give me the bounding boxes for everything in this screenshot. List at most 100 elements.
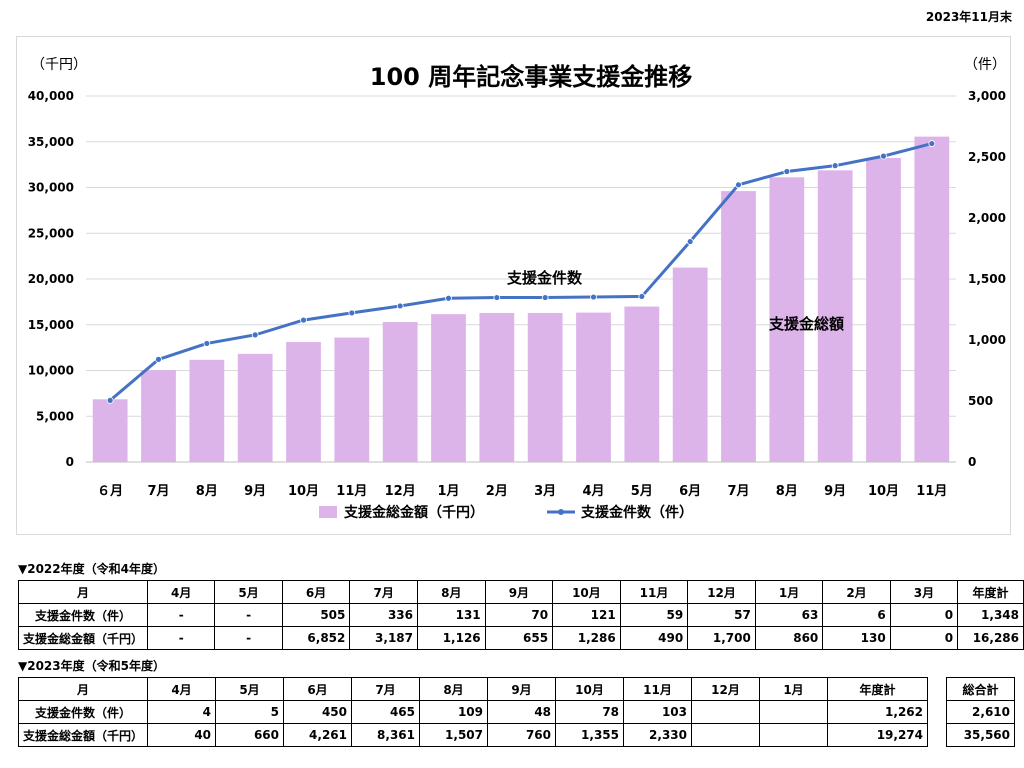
table-header-cell: 8月: [419, 677, 489, 701]
x-tick-label: 8月: [196, 484, 218, 499]
table-cell: 2,330: [623, 723, 693, 747]
table-row: 2,610: [946, 700, 1015, 724]
table-cell: [759, 700, 829, 724]
bar: [189, 359, 225, 462]
x-tick-label: 11月: [916, 484, 947, 499]
table-header-cell: 年度計: [957, 580, 1024, 604]
x-tick-label: 6月: [679, 484, 701, 499]
table-cell: 6,852: [281, 626, 351, 650]
legend-line-label: 支援金件数（件）: [580, 504, 693, 521]
bar: [92, 399, 128, 462]
bar: [576, 312, 611, 462]
count-point: [541, 294, 549, 301]
table-cell: 48: [487, 700, 557, 724]
table-cell: -: [214, 626, 283, 650]
table-cell: 19,274: [827, 723, 929, 747]
table-cell: 465: [351, 700, 421, 724]
left-tick-label: 25,000: [28, 226, 74, 240]
fy2022-label: ▼2022年度（令和4年度）: [18, 562, 165, 576]
table-header-cell: 10月: [555, 677, 625, 701]
x-tick-label: 2月: [486, 484, 508, 499]
right-tick-label: 2,000: [968, 211, 1006, 225]
table-header-cell: 1月: [754, 580, 824, 604]
table-header-cell: 3月: [889, 580, 959, 604]
bar: [624, 306, 660, 462]
table-header-cell: 7月: [349, 580, 419, 604]
right-tick-label: 2,500: [968, 150, 1006, 164]
left-tick-label: 10,000: [28, 364, 74, 378]
legend-bar-label: 支援金総金額（千円）: [343, 504, 484, 521]
table-cell: [759, 723, 829, 747]
x-tick-label: 4月: [582, 484, 604, 499]
table-cell: 450: [283, 700, 353, 724]
chart-area: 0 5,000 10,000 15,000 20,000 25,000 30,000 35,0…: [16, 36, 1011, 535]
right-tick-label: 1,000: [968, 333, 1006, 347]
bar: [334, 337, 370, 462]
x-tick-label: 10月: [288, 484, 319, 499]
table-header-cell: 11月: [623, 677, 693, 701]
left-tick-label: 35,000: [28, 135, 74, 149]
x-tick-label: 3月: [534, 484, 556, 499]
bar: [527, 312, 563, 462]
table-header-cell: 年度計: [827, 677, 929, 701]
table-cell: 655: [484, 626, 554, 650]
bar: [817, 170, 853, 462]
x-tick-label: ６月: [97, 484, 123, 499]
fy2023-table: 月 4月 5月 6月 7月 8月 9月 10月 11月 12月 1月 年度計 支援金件数（件） 4 5 450…: [17, 677, 929, 747]
row-header-cell: 支援金件数（件）: [17, 603, 149, 627]
table-header-row: 総合計: [946, 677, 1015, 701]
table-cell: 1,700: [687, 626, 756, 650]
left-unit-label: （千円）: [31, 57, 87, 73]
right-tick-label: 0: [968, 455, 976, 469]
table-row: 支援金件数（件） - -505 336 131 70 121 59 57 63 6 0 1,348: [17, 603, 1024, 627]
table-cell: 3,187: [349, 626, 419, 650]
row-header-cell: 支援金総金額（千円）: [17, 626, 149, 650]
x-tick-label: 7月: [727, 484, 749, 499]
count-line: [109, 142, 933, 402]
table-cell: 40: [147, 723, 217, 747]
table-cell: 130: [822, 626, 891, 650]
bar: [382, 322, 418, 462]
table-cell: 336: [349, 603, 419, 627]
fy2022-table: 月 4月 5月 6月 7月 8月 9月 10月 11月 12月 1月 2月 3月 年度計 支援金件数（件） -…: [17, 580, 1024, 650]
bar: [866, 157, 901, 462]
annotation-amount: 支援金総額: [768, 315, 844, 333]
table-header-cell: 9月: [487, 677, 557, 701]
count-point: [831, 162, 839, 170]
table-cell: -: [214, 603, 283, 627]
table-header-cell: 1月: [759, 677, 829, 701]
table-cell: 2,610: [946, 700, 1015, 724]
table-header-cell: 月: [17, 677, 149, 701]
table-header-cell: 5月: [214, 580, 283, 604]
as-of-date: 2023年11月末: [925, 10, 1012, 24]
x-tick-label: 11月: [336, 484, 367, 499]
table-cell: 860: [754, 626, 824, 650]
count-point: [880, 152, 887, 160]
table-header-cell: 8月: [417, 580, 486, 604]
count-point: [300, 316, 307, 324]
table-cell: 0: [889, 603, 959, 627]
table-cell: 490: [619, 626, 689, 650]
table-cell: 1,262: [827, 700, 929, 724]
count-point: [251, 331, 259, 339]
table-cell: 131: [417, 603, 486, 627]
table-cell: 5: [215, 700, 285, 724]
table-header-cell: 5月: [215, 677, 285, 701]
table-cell: 4: [147, 700, 217, 724]
bar: [672, 267, 708, 462]
table-header-cell: 12月: [691, 677, 761, 701]
bar: [479, 312, 515, 462]
table-header-cell: 2月: [822, 580, 891, 604]
left-tick-label: 0: [66, 455, 74, 469]
count-point: [155, 355, 162, 363]
legend-line-marker: [558, 509, 564, 515]
table-header-cell: 11月: [619, 580, 689, 604]
table-cell: 57: [687, 603, 756, 627]
bar: [721, 191, 756, 463]
table-cell: 59: [619, 603, 689, 627]
count-point: [928, 140, 936, 147]
table-cell: 1,286: [552, 626, 621, 650]
chart-title: 100 周年記念事業支援金推移: [370, 63, 692, 91]
table-cell: 8,361: [351, 723, 421, 747]
x-tick-label: 9月: [244, 484, 266, 499]
